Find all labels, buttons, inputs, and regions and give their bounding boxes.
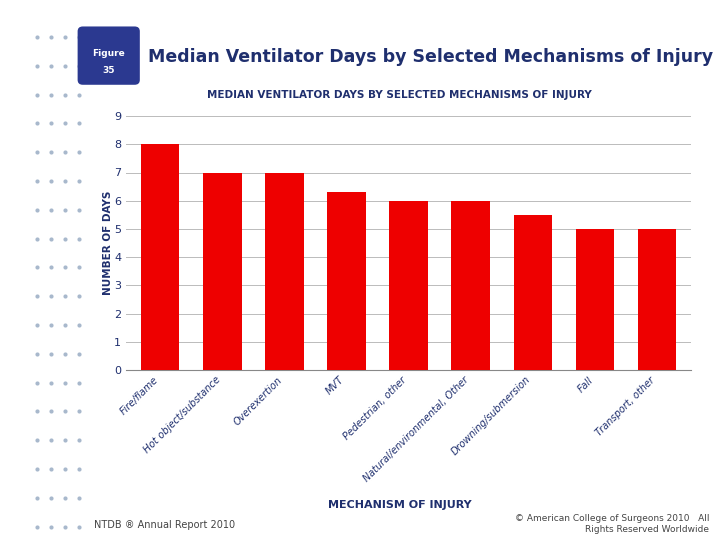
Text: MEDIAN VENTILATOR DAYS BY SELECTED MECHANISMS OF INJURY: MEDIAN VENTILATOR DAYS BY SELECTED MECHA… — [207, 90, 592, 99]
Bar — [513, 215, 552, 370]
Bar — [638, 229, 676, 370]
Bar — [327, 192, 366, 370]
Bar — [203, 172, 241, 370]
Text: Median Ventilator Days by Selected Mechanisms of Injury: Median Ventilator Days by Selected Mecha… — [148, 48, 713, 66]
Text: Figure: Figure — [92, 49, 125, 58]
Bar — [265, 172, 304, 370]
Text: MECHANISM OF INJURY: MECHANISM OF INJURY — [328, 500, 472, 510]
Y-axis label: NUMBER OF DAYS: NUMBER OF DAYS — [104, 191, 114, 295]
Text: © American College of Surgeons 2010   All
Rights Reserved Worldwide: © American College of Surgeons 2010 All … — [515, 514, 709, 534]
Text: NTDB ® Annual Report 2010: NTDB ® Annual Report 2010 — [94, 520, 235, 530]
Bar — [390, 201, 428, 370]
Bar — [141, 144, 179, 370]
Text: 35: 35 — [102, 66, 115, 75]
FancyBboxPatch shape — [78, 26, 140, 85]
Bar — [451, 201, 490, 370]
Bar — [576, 229, 614, 370]
